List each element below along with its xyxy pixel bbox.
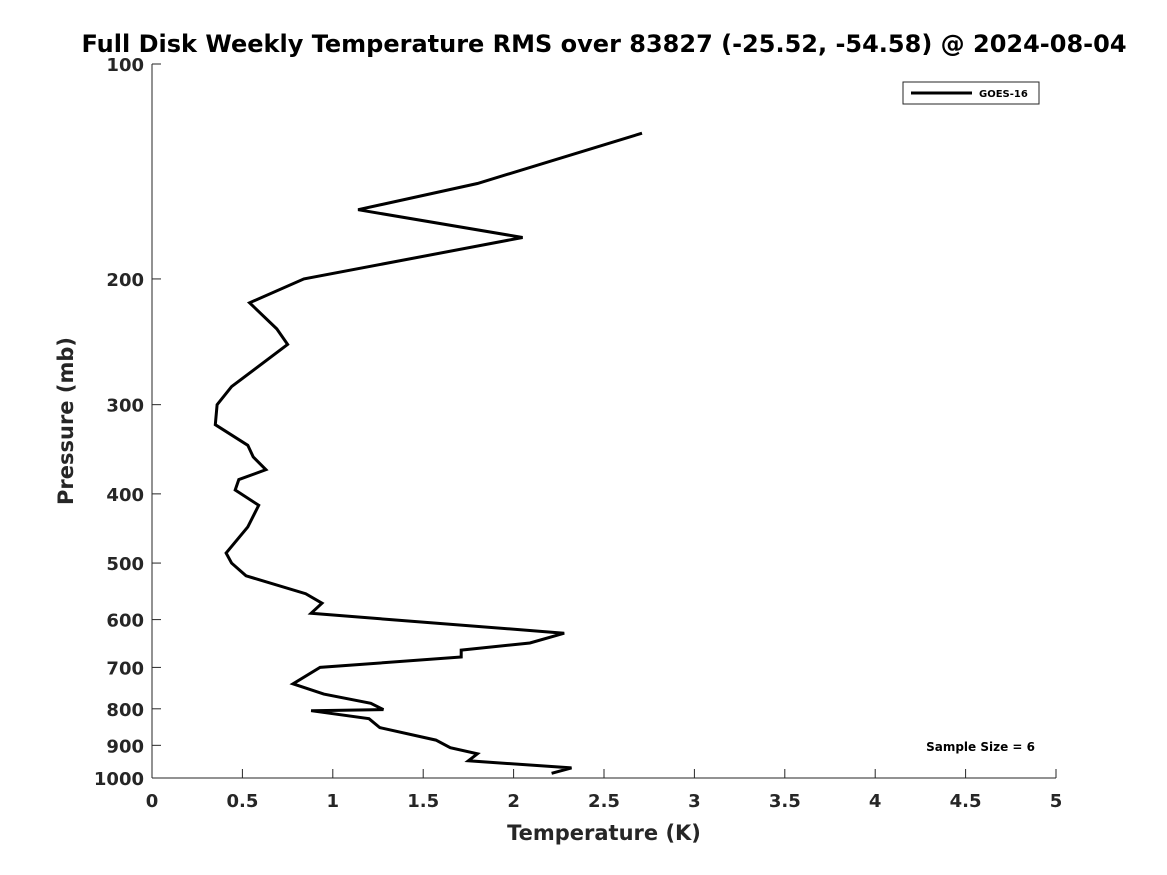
chart-title: Full Disk Weekly Temperature RMS over 83… (81, 30, 1126, 58)
x-axis-label: Temperature (K) (507, 821, 701, 845)
y-axis-label: Pressure (mb) (54, 337, 78, 505)
x-tick-label: 4 (869, 791, 882, 812)
y-tick-label: 900 (106, 736, 144, 757)
x-tick-label: 1 (327, 791, 340, 812)
y-tick-label: 200 (106, 270, 144, 291)
y-tick-label: 500 (106, 554, 144, 575)
y-tick-label: 1000 (94, 769, 144, 790)
x-tick-label: 0.5 (226, 791, 258, 812)
x-tick-label: 3 (688, 791, 701, 812)
y-tick-label: 400 (106, 485, 144, 506)
x-tick-label: 3.5 (769, 791, 801, 812)
x-tick-label: 5 (1050, 791, 1063, 812)
x-tick-label: 1.5 (407, 791, 439, 812)
x-tick-label: 4.5 (950, 791, 982, 812)
y-tick-label: 800 (106, 700, 144, 721)
y-tick-label: 700 (106, 658, 144, 679)
legend-entry-goes-16: GOES-16 (979, 89, 1028, 100)
x-tick-label: 2 (507, 791, 520, 812)
x-ticks: 0 0.5 1 1.5 2 2.5 3 3.5 4 4.5 5 (146, 769, 1063, 812)
legend: GOES-16 (902, 81, 1040, 105)
x-tick-label: 0 (146, 791, 159, 812)
y-tick-label: 600 (106, 611, 144, 632)
y-tick-label: 100 (106, 55, 144, 76)
series-line-goes-16 (213, 131, 643, 775)
plot-area: 0 0.5 1 1.5 2 2.5 3 3.5 4 4.5 5 100 200 300 400 500 600… (94, 55, 1062, 812)
y-tick-label: 300 (106, 396, 144, 417)
sample-size-annotation: Sample Size = 6 (926, 740, 1035, 754)
y-ticks: 100 200 300 400 500 600 700 800 900 1000 (94, 55, 161, 790)
x-tick-label: 2.5 (588, 791, 620, 812)
